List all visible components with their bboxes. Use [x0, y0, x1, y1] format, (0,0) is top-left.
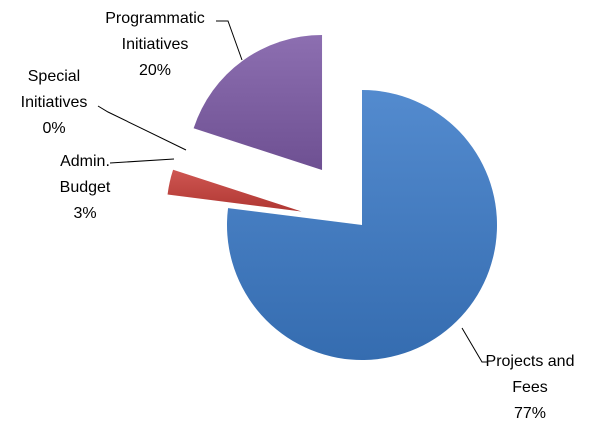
category-label: Special Initiatives	[20, 68, 88, 111]
slice-shade	[167, 169, 302, 212]
category-label: Admin. Budget	[59, 153, 111, 196]
leader-line	[216, 20, 243, 61]
value-label: 20%	[138, 62, 172, 79]
slices	[167, 34, 497, 360]
data-label: Special Initiatives 0%	[8, 64, 100, 142]
leader-line	[109, 158, 175, 164]
data-label: Projects and Fees 77%	[475, 349, 585, 427]
data-label: Programmatic Initiatives 20%	[98, 6, 212, 84]
leader-line	[97, 105, 187, 151]
slice-shade	[193, 34, 323, 170]
category-label: Projects and Fees	[485, 353, 575, 396]
slice-shade	[227, 90, 497, 360]
leader-line	[461, 327, 488, 363]
value-label: 3%	[73, 205, 97, 222]
value-label: 0%	[42, 120, 66, 137]
category-label: Programmatic Initiatives	[105, 10, 205, 53]
data-label: Admin. Budget 3%	[48, 149, 122, 227]
value-label: 77%	[513, 405, 547, 422]
